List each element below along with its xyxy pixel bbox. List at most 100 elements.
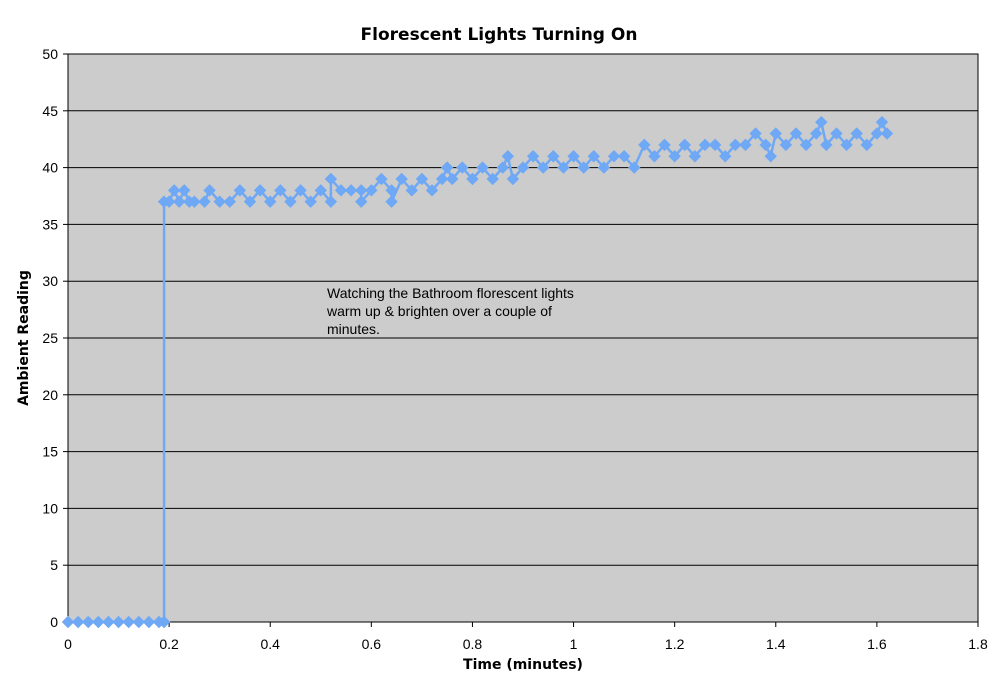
data-point (102, 615, 115, 629)
y-tick-label: 20 (42, 387, 58, 403)
y-tick-label: 5 (50, 557, 58, 573)
data-point (815, 115, 828, 129)
y-tick-label: 10 (42, 500, 58, 516)
data-point (344, 184, 358, 197)
data-point (440, 161, 454, 174)
data-point (253, 184, 267, 197)
data-point (607, 150, 621, 163)
y-tick-label: 0 (50, 614, 58, 630)
data-point (425, 184, 439, 197)
data-point (157, 615, 171, 629)
data-point (840, 138, 853, 152)
data-point (324, 195, 338, 208)
y-tick-label: 15 (42, 444, 58, 460)
data-point (167, 184, 181, 197)
data-point (365, 184, 378, 197)
data-point (112, 615, 125, 629)
data-point (597, 161, 611, 174)
data-point (466, 172, 479, 186)
data-point (334, 184, 348, 197)
data-point (304, 195, 317, 208)
data-point (658, 138, 671, 152)
data-point (61, 615, 75, 629)
x-tick-label: 1 (570, 636, 578, 652)
data-point (405, 184, 418, 197)
data-point (274, 184, 287, 197)
data-point (324, 172, 338, 186)
data-point (638, 138, 651, 152)
data-point (769, 127, 782, 140)
chart-title: Florescent Lights Turning On (361, 25, 638, 45)
data-point (557, 161, 570, 174)
data-point (385, 195, 398, 208)
y-tick-label: 45 (42, 103, 58, 119)
data-point (264, 195, 277, 208)
y-tick-label: 30 (42, 273, 58, 289)
data-point (810, 127, 823, 140)
axis-ticks: 0 5 10 15 20 25 30 35 40 45 50 0 0.2 0.4 0.6 0.8 1 1.2 1.4… (42, 46, 988, 652)
data-point (759, 138, 772, 152)
data-point (82, 615, 95, 629)
data-point (223, 195, 236, 208)
data-point (678, 138, 691, 152)
x-tick-label: 1.8 (968, 636, 988, 652)
data-point (850, 127, 863, 140)
data-point (587, 150, 600, 163)
data-point (203, 184, 216, 197)
x-axis-label: Time (minutes) (463, 657, 583, 673)
data-point (567, 150, 580, 163)
data-point (617, 150, 631, 163)
data-point (698, 138, 712, 152)
data-point (729, 138, 742, 152)
data-point (173, 195, 186, 208)
x-tick-label: 0.8 (463, 636, 483, 652)
data-point (395, 172, 408, 186)
data-point (719, 150, 732, 163)
data-point (415, 172, 429, 186)
data-point (476, 161, 489, 174)
y-tick-label: 50 (42, 46, 58, 62)
data-point (233, 184, 247, 197)
data-point (178, 184, 191, 197)
annotation-line-3: minutes. (327, 321, 380, 337)
data-point (71, 615, 85, 629)
data-point (537, 161, 550, 174)
data-point (668, 150, 681, 163)
x-tick-label: 1.2 (665, 636, 685, 652)
y-tick-label: 35 (42, 216, 58, 232)
data-point (486, 172, 499, 186)
x-tick-label: 0 (64, 636, 72, 652)
data-point (789, 127, 803, 140)
data-point (294, 184, 307, 197)
y-axis-label: Ambient Reading (16, 270, 32, 406)
y-tick-label: 40 (42, 160, 58, 176)
data-point (860, 138, 873, 152)
data-point (764, 150, 777, 163)
data-point (577, 161, 590, 174)
data-point (456, 161, 469, 174)
data-point (213, 195, 226, 208)
data-point (314, 184, 327, 197)
x-tick-label: 1.4 (766, 636, 786, 652)
data-point (708, 138, 722, 152)
data-point (198, 195, 211, 208)
data-point (496, 161, 509, 174)
data-point (243, 195, 257, 208)
data-point (188, 195, 201, 208)
data-point (739, 138, 752, 152)
y-tick-label: 25 (42, 330, 58, 346)
annotation-line-2: warm up & brighten over a couple of (326, 303, 552, 319)
data-series (61, 115, 894, 629)
data-point (820, 138, 833, 152)
data-point (162, 195, 176, 208)
data-point (284, 195, 297, 208)
x-tick-label: 0.6 (362, 636, 382, 652)
annotation-line-1: Watching the Bathroom florescent lights (327, 285, 574, 301)
data-point (142, 615, 156, 629)
data-point (435, 172, 449, 186)
data-point (516, 161, 530, 174)
x-tick-label: 1.6 (867, 636, 887, 652)
data-point (132, 615, 145, 629)
data-point (830, 127, 843, 140)
